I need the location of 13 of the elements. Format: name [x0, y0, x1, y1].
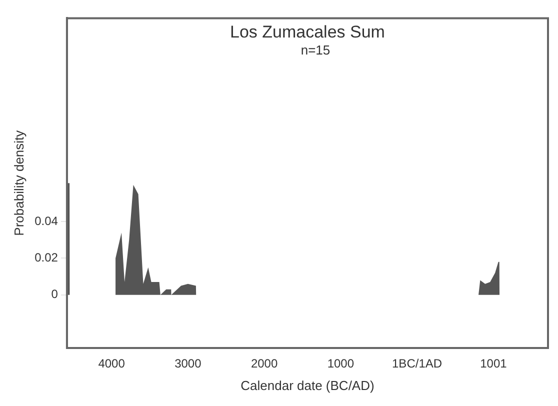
x-tick-label: 1000 — [327, 356, 354, 371]
text: n=15 — [300, 42, 330, 58]
x-axis-title: Calendar date (BC/AD) — [240, 378, 374, 393]
chart-title: Los Zumacales Sum — [230, 22, 385, 42]
x-tick-label: 1001 — [480, 356, 508, 371]
x-tick-label: 2000 — [250, 356, 278, 371]
x-tick-label: 1BC/1AD — [392, 356, 442, 371]
y-tick-label: 0.04 — [34, 214, 58, 228]
y-axis-title: Probability density — [11, 130, 26, 236]
y-tick-label: 0 — [51, 287, 58, 302]
x-tick-label: 3000 — [174, 356, 202, 371]
y-tick-label: 0.02 — [34, 250, 58, 265]
x-tick-label: 4000 — [98, 356, 126, 371]
